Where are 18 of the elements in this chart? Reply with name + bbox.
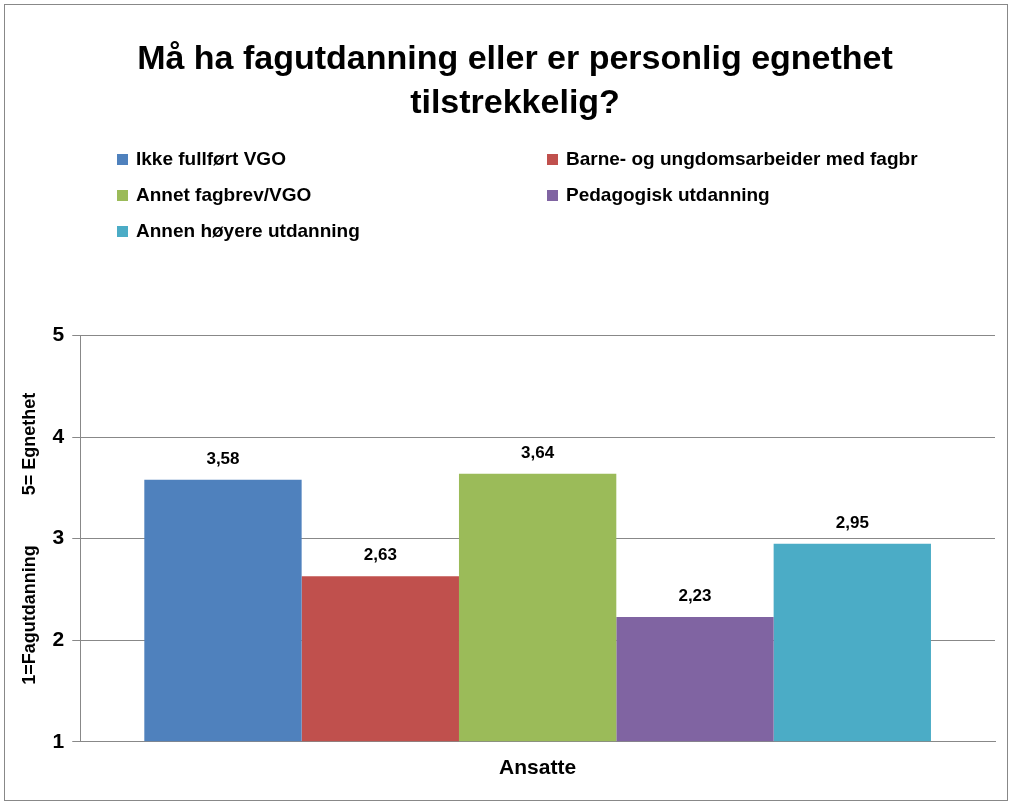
data-label: 2,95 bbox=[835, 512, 869, 532]
y-tick-label: 5 bbox=[52, 322, 65, 346]
legend-label: Barne- og ungdomsarbeider med fagbr bbox=[566, 148, 918, 170]
legend-label: Pedagogisk utdanning bbox=[566, 184, 770, 206]
legend-label: Annet fagbrev/VGO bbox=[136, 184, 312, 206]
y-tick-label: 3 bbox=[52, 525, 65, 549]
data-label: 2,63 bbox=[363, 545, 397, 565]
x-tick-label: Ansatte bbox=[499, 755, 577, 779]
y-tick-label: 1 bbox=[52, 728, 65, 752]
y-axis-title: 1=Fagutdanning 5= Egnethet bbox=[18, 392, 39, 685]
data-label: 3,58 bbox=[206, 448, 240, 468]
data-label: 3,64 bbox=[521, 442, 555, 462]
data-label: 2,23 bbox=[678, 586, 712, 606]
legend-label: Annen høyere utdanning bbox=[136, 220, 360, 242]
chart-title: Må ha fagutdanning eller er personlig egnethet tilstrekkelig? bbox=[136, 37, 894, 122]
y-tick-label: 2 bbox=[52, 627, 65, 651]
legend-label: Ikke fullført VGO bbox=[136, 148, 286, 170]
y-tick-label: 4 bbox=[52, 423, 65, 447]
